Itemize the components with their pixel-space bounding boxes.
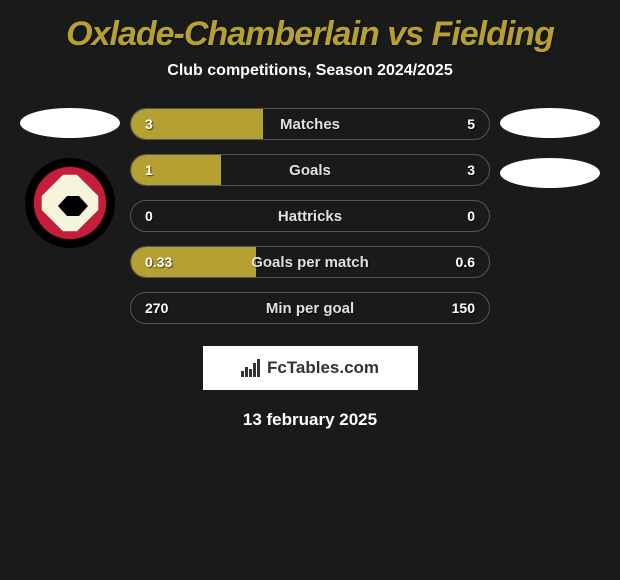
left-badge-column: [20, 108, 120, 248]
player1-club-crest: [25, 158, 115, 248]
right-badge-column: [500, 108, 600, 188]
stat-label: Min per goal: [266, 300, 354, 317]
stat-value-left: 0: [145, 208, 153, 224]
footer-brand-logo: FcTables.com: [203, 346, 418, 390]
stat-row-matches: 3 Matches 5: [130, 108, 490, 140]
stat-value-right: 5: [467, 116, 475, 132]
stat-value-right: 3: [467, 162, 475, 178]
comparison-title: Oxlade-Chamberlain vs Fielding: [10, 15, 610, 54]
stat-label: Goals per match: [251, 254, 369, 271]
stat-row-hattricks: 0 Hattricks 0: [130, 200, 490, 232]
stat-value-left: 3: [145, 116, 153, 132]
stat-value-left: 0.33: [145, 254, 172, 270]
footer-brand-text: FcTables.com: [267, 358, 379, 378]
stat-label: Hattricks: [278, 208, 342, 225]
comparison-subtitle: Club competitions, Season 2024/2025: [10, 62, 610, 80]
stat-value-right: 0.6: [456, 254, 475, 270]
stats-column: 3 Matches 5 1 Goals 3 0 Hattricks 0 0.33…: [130, 108, 490, 324]
stat-row-goals: 1 Goals 3: [130, 154, 490, 186]
stat-label: Goals: [289, 162, 331, 179]
stat-value-right: 150: [452, 300, 475, 316]
player1-badge-oval: [20, 108, 120, 138]
stat-value-right: 0: [467, 208, 475, 224]
chart-bars-icon: [241, 359, 261, 377]
stat-value-left: 1: [145, 162, 153, 178]
stat-value-left: 270: [145, 300, 168, 316]
stat-row-min-per-goal: 270 Min per goal 150: [130, 292, 490, 324]
player2-badge-oval-2: [500, 158, 600, 188]
comparison-date: 13 february 2025: [10, 410, 610, 430]
player2-badge-oval-1: [500, 108, 600, 138]
stat-row-goals-per-match: 0.33 Goals per match 0.6: [130, 246, 490, 278]
main-content: 3 Matches 5 1 Goals 3 0 Hattricks 0 0.33…: [10, 108, 610, 324]
stat-label: Matches: [280, 116, 340, 133]
